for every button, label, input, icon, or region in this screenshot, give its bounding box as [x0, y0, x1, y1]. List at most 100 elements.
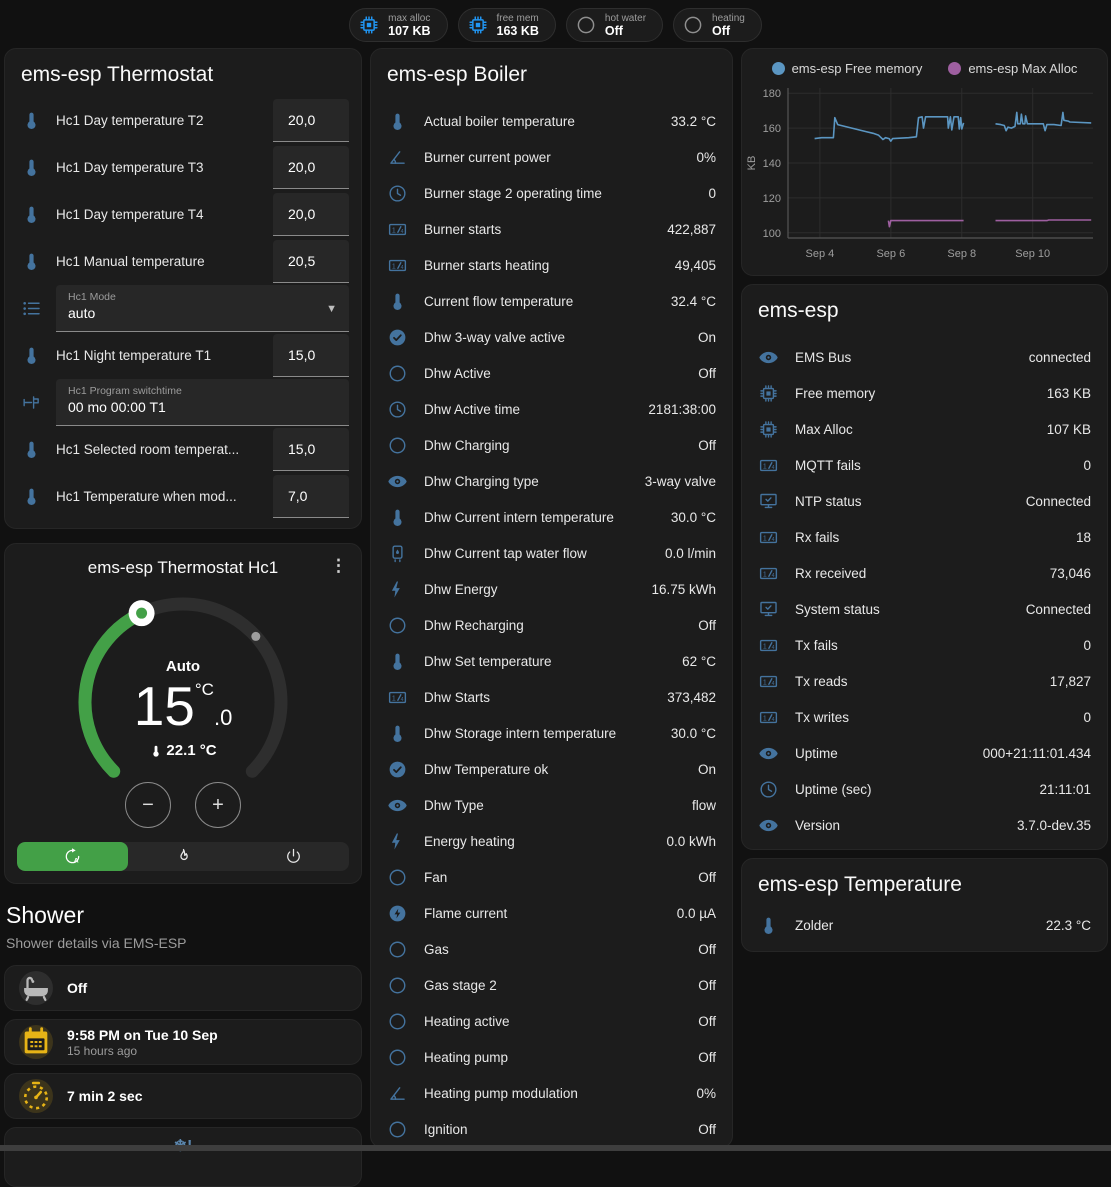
legend-item[interactable]: ems-esp Free memory [771, 61, 922, 76]
circle-icon [387, 1119, 408, 1140]
entity-row[interactable]: Hc1 Program switchtime 00 mo 00:00 T1 [5, 379, 361, 426]
entity-row[interactable]: Dhw Charging type 3-way valve [371, 463, 732, 499]
entity-label: Dhw Type [424, 797, 484, 813]
entity-row[interactable]: Version 3.7.0-dev.35 [742, 807, 1107, 843]
list-item[interactable]: 7 min 2 sec [4, 1073, 362, 1119]
entity-row[interactable]: NTP status Connected [742, 483, 1107, 519]
mode-off-button[interactable] [238, 842, 349, 871]
entity-row[interactable]: Dhw Type flow [371, 787, 732, 823]
svg-text:Sep 6: Sep 6 [876, 248, 905, 260]
horizontal-scrollbar[interactable] [0, 1145, 1111, 1151]
temperature-input[interactable]: 20,0 [273, 193, 349, 236]
entity-row[interactable]: Dhw Charging Off [371, 427, 732, 463]
entity-row[interactable]: Dhw Storage intern temperature 30.0 °C [371, 715, 732, 751]
temperature-input[interactable]: 15,0 [273, 428, 349, 471]
badge[interactable]: max alloc 107 KB [349, 8, 448, 42]
emsesp-card: ems-esp EMS Bus connected Free memory 16… [741, 284, 1108, 850]
entity-row[interactable]: Burner current power 0% [371, 139, 732, 175]
badge[interactable]: heating Off [673, 8, 762, 42]
increase-temperature-button[interactable]: + [195, 782, 241, 828]
temperature-input[interactable]: 20,0 [273, 146, 349, 189]
entity-row[interactable]: Dhw Active Off [371, 355, 732, 391]
badge[interactable]: hot water Off [565, 8, 664, 42]
entity-row[interactable]: Dhw Current tap water flow 0.0 l/min [371, 535, 732, 571]
entity-row[interactable]: Flame current 0.0 µA [371, 895, 732, 931]
legend-item[interactable]: ems-esp Max Alloc [948, 61, 1077, 76]
entity-row[interactable]: Energy heating 0.0 kWh [371, 823, 732, 859]
mode-heat-button[interactable] [128, 842, 239, 871]
entity-row[interactable]: Ignition Off [371, 1111, 732, 1147]
entity-value: On [697, 329, 716, 345]
entity-value: Off [698, 365, 716, 381]
entity-row[interactable]: EMS Bus connected [742, 339, 1107, 375]
entity-row[interactable]: Dhw Recharging Off [371, 607, 732, 643]
entity-row[interactable]: Free memory 163 KB [742, 375, 1107, 411]
thermostat-dial[interactable] [57, 580, 309, 832]
badge-label: max alloc [388, 12, 431, 24]
memory-chart-card[interactable]: ems-esp Free memory ems-esp Max Alloc 10… [741, 48, 1108, 276]
entity-row[interactable]: Current flow temperature 32.4 °C [371, 283, 732, 319]
entity-row[interactable]: Zolder 22.3 °C [742, 907, 1107, 943]
mode-auto-button[interactable]: A [17, 842, 128, 871]
mode-select[interactable]: Hc1 Mode auto ▼ [56, 285, 349, 332]
check-circle-icon [387, 327, 408, 348]
entity-row[interactable]: Actual boiler temperature 33.2 °C [371, 103, 732, 139]
temperature-input[interactable]: 15,0 [273, 334, 349, 377]
entity-row[interactable]: Hc1 Temperature when mod... 7,0 [5, 473, 361, 520]
entity-row[interactable]: Dhw Active time 2181:38:00 [371, 391, 732, 427]
switchtime-input[interactable]: Hc1 Program switchtime 00 mo 00:00 T1 [56, 379, 349, 426]
entity-row[interactable]: Dhw Energy 16.75 kWh [371, 571, 732, 607]
entity-row[interactable]: Hc1 Manual temperature 20,5 [5, 238, 361, 285]
temperature-input[interactable]: 20,0 [273, 99, 349, 142]
entity-row[interactable]: Hc1 Night temperature T1 15,0 [5, 332, 361, 379]
entity-row[interactable]: Dhw 3-way valve active On [371, 319, 732, 355]
temperature-input[interactable]: 7,0 [273, 475, 349, 518]
entity-row[interactable]: Hc1 Day temperature T3 20,0 [5, 144, 361, 191]
entity-row[interactable]: Gas stage 2 Off [371, 967, 732, 1003]
entity-label: Gas [424, 941, 449, 957]
entity-row[interactable]: Gas Off [371, 931, 732, 967]
entity-row[interactable]: Hc1 Selected room temperat... 15,0 [5, 426, 361, 473]
entity-value: Off [698, 1049, 716, 1065]
entity-row[interactable]: Uptime 000+21:11:01.434 [742, 735, 1107, 771]
list-item[interactable]: 9:58 PM on Tue 10 Sep 15 hours ago [4, 1019, 362, 1065]
list-icon [21, 298, 42, 319]
entity-row[interactable]: Hc1 Mode auto ▼ [5, 285, 361, 332]
more-menu-icon[interactable]: ⋮ [330, 556, 347, 575]
entity-row[interactable]: Heating pump Off [371, 1039, 732, 1075]
svg-text:1: 1 [763, 463, 767, 470]
entity-row[interactable]: Hc1 Day temperature T2 20,0 [5, 97, 361, 144]
entity-row[interactable]: Heating active Off [371, 1003, 732, 1039]
entity-row[interactable]: Dhw Temperature ok On [371, 751, 732, 787]
entity-row[interactable]: Dhw Current intern temperature 30.0 °C [371, 499, 732, 535]
entity-row[interactable]: Burner stage 2 operating time 0 [371, 175, 732, 211]
temperature-input[interactable]: 20,5 [273, 240, 349, 283]
entity-row[interactable]: Fan Off [371, 859, 732, 895]
entity-row[interactable]: System status Connected [742, 591, 1107, 627]
entity-row[interactable]: Hc1 Day temperature T4 20,0 [5, 191, 361, 238]
circle-icon [387, 435, 408, 456]
climate-partial-card[interactable]: ❄! [4, 1127, 362, 1187]
entity-row[interactable]: Max Alloc 107 KB [742, 411, 1107, 447]
entity-row[interactable]: Heating pump modulation 0% [371, 1075, 732, 1111]
eye-icon [387, 795, 408, 816]
entity-row[interactable]: Dhw Set temperature 62 °C [371, 643, 732, 679]
circle-icon [387, 615, 408, 636]
entity-row[interactable]: Uptime (sec) 21:11:01 [742, 771, 1107, 807]
badge[interactable]: free mem 163 KB [457, 8, 556, 42]
list-item[interactable]: Off [4, 965, 362, 1011]
decrease-temperature-button[interactable]: − [125, 782, 171, 828]
